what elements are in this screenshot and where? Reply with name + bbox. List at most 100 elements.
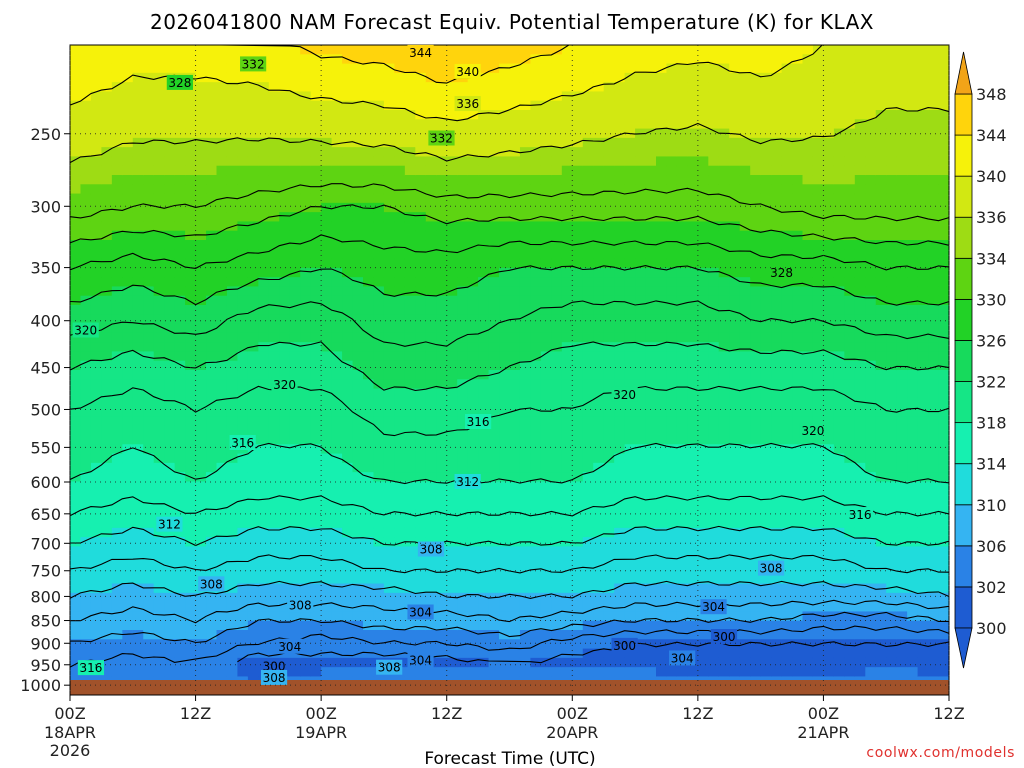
heatmap-cell (687, 286, 699, 297)
heatmap-cell (310, 165, 322, 176)
heatmap-cell (478, 425, 490, 436)
heatmap-cell (436, 202, 448, 213)
heatmap-cell (237, 128, 249, 139)
heatmap-cell (666, 230, 678, 241)
heatmap-cell (164, 323, 176, 334)
heatmap-cell (143, 137, 155, 148)
heatmap-cell (206, 453, 218, 464)
heatmap-cell (80, 462, 92, 473)
heatmap-cell (551, 82, 563, 93)
heatmap-cell (708, 462, 720, 473)
heatmap-cell (697, 193, 709, 204)
heatmap-cell (101, 332, 113, 343)
heatmap-cell (656, 481, 668, 492)
heatmap-cell (771, 360, 783, 371)
heatmap-cell (760, 370, 772, 380)
heatmap-cell (122, 370, 134, 380)
heatmap-cell (289, 407, 301, 418)
heatmap-cell (666, 82, 678, 93)
heatmap-cell (185, 286, 197, 297)
heatmap-cell (750, 305, 762, 315)
heatmap-cell (363, 583, 375, 594)
heatmap-cell (457, 667, 469, 678)
heatmap-cell (750, 91, 762, 102)
heatmap-cell (289, 351, 301, 362)
heatmap-cell (488, 462, 500, 473)
heatmap-cell (771, 277, 783, 288)
heatmap-cell (645, 360, 657, 371)
heatmap-cell (624, 611, 636, 622)
heatmap-cell (258, 212, 270, 223)
heatmap-cell (404, 100, 416, 111)
heatmap-cell (153, 425, 165, 436)
heatmap-cell (143, 110, 155, 120)
heatmap-cell (656, 555, 668, 566)
heatmap-cell (561, 165, 573, 176)
heatmap-cell (373, 286, 385, 297)
heatmap-cell (373, 360, 385, 371)
heatmap-cell (687, 425, 699, 436)
heatmap-cell (551, 128, 563, 139)
heatmap-cell (718, 592, 730, 603)
heatmap-cell (258, 221, 270, 232)
heatmap-cell (697, 416, 709, 427)
heatmap-cell (582, 537, 594, 548)
heatmap-cell (363, 128, 375, 139)
heatmap-cell (582, 184, 594, 195)
heatmap-cell (760, 518, 772, 529)
heatmap-cell (572, 509, 584, 520)
heatmap-cell (457, 110, 469, 120)
heatmap-cell (540, 500, 552, 510)
heatmap-cell (488, 72, 500, 83)
heatmap-cell (676, 416, 688, 427)
heatmap-cell (499, 193, 511, 204)
heatmap-cell (394, 630, 406, 640)
heatmap-cell (499, 267, 511, 278)
heatmap-cell (206, 351, 218, 362)
heatmap-cell (279, 592, 291, 603)
heatmap-cell (635, 583, 647, 594)
heatmap-cell (593, 147, 605, 158)
heatmap-cell (216, 435, 228, 445)
heatmap-cell (111, 156, 123, 167)
heatmap-cell (614, 295, 626, 306)
heatmap-cell (310, 639, 322, 650)
heatmap-cell (300, 555, 312, 566)
heatmap-cell (268, 54, 280, 65)
heatmap-cell (321, 91, 333, 102)
heatmap-cell (195, 165, 207, 176)
heatmap-cell (478, 202, 490, 213)
heatmap-cell (300, 277, 312, 288)
heatmap-cell (582, 147, 594, 158)
heatmap-cell (624, 481, 636, 492)
heatmap-cell (708, 500, 720, 510)
heatmap-cell (635, 277, 647, 288)
heatmap-cell (394, 332, 406, 343)
heatmap-cell (425, 555, 437, 566)
heatmap-cell (635, 110, 647, 120)
heatmap-cell (540, 128, 552, 139)
heatmap-cell (80, 518, 92, 529)
heatmap-cell (279, 453, 291, 464)
heatmap-cell (729, 54, 741, 65)
heatmap-cell (760, 230, 772, 241)
heatmap-cell (540, 305, 552, 315)
heatmap-cell (331, 110, 343, 120)
heatmap-cell (603, 462, 615, 473)
heatmap-cell (237, 351, 249, 362)
heatmap-cell (572, 184, 584, 195)
heatmap-cell (268, 240, 280, 250)
heatmap-cell (153, 221, 165, 232)
heatmap-cell (635, 639, 647, 650)
heatmap-cell (425, 277, 437, 288)
heatmap-cell (101, 258, 113, 269)
heatmap-cell (425, 630, 437, 640)
heatmap-cell (509, 537, 521, 548)
heatmap-cell (415, 110, 427, 120)
heatmap-cell (676, 397, 688, 408)
heatmap-cell (551, 267, 563, 278)
heatmap-cell (415, 555, 427, 566)
heatmap-cell (132, 657, 144, 668)
heatmap-cell (90, 147, 102, 158)
heatmap-cell (321, 193, 333, 204)
